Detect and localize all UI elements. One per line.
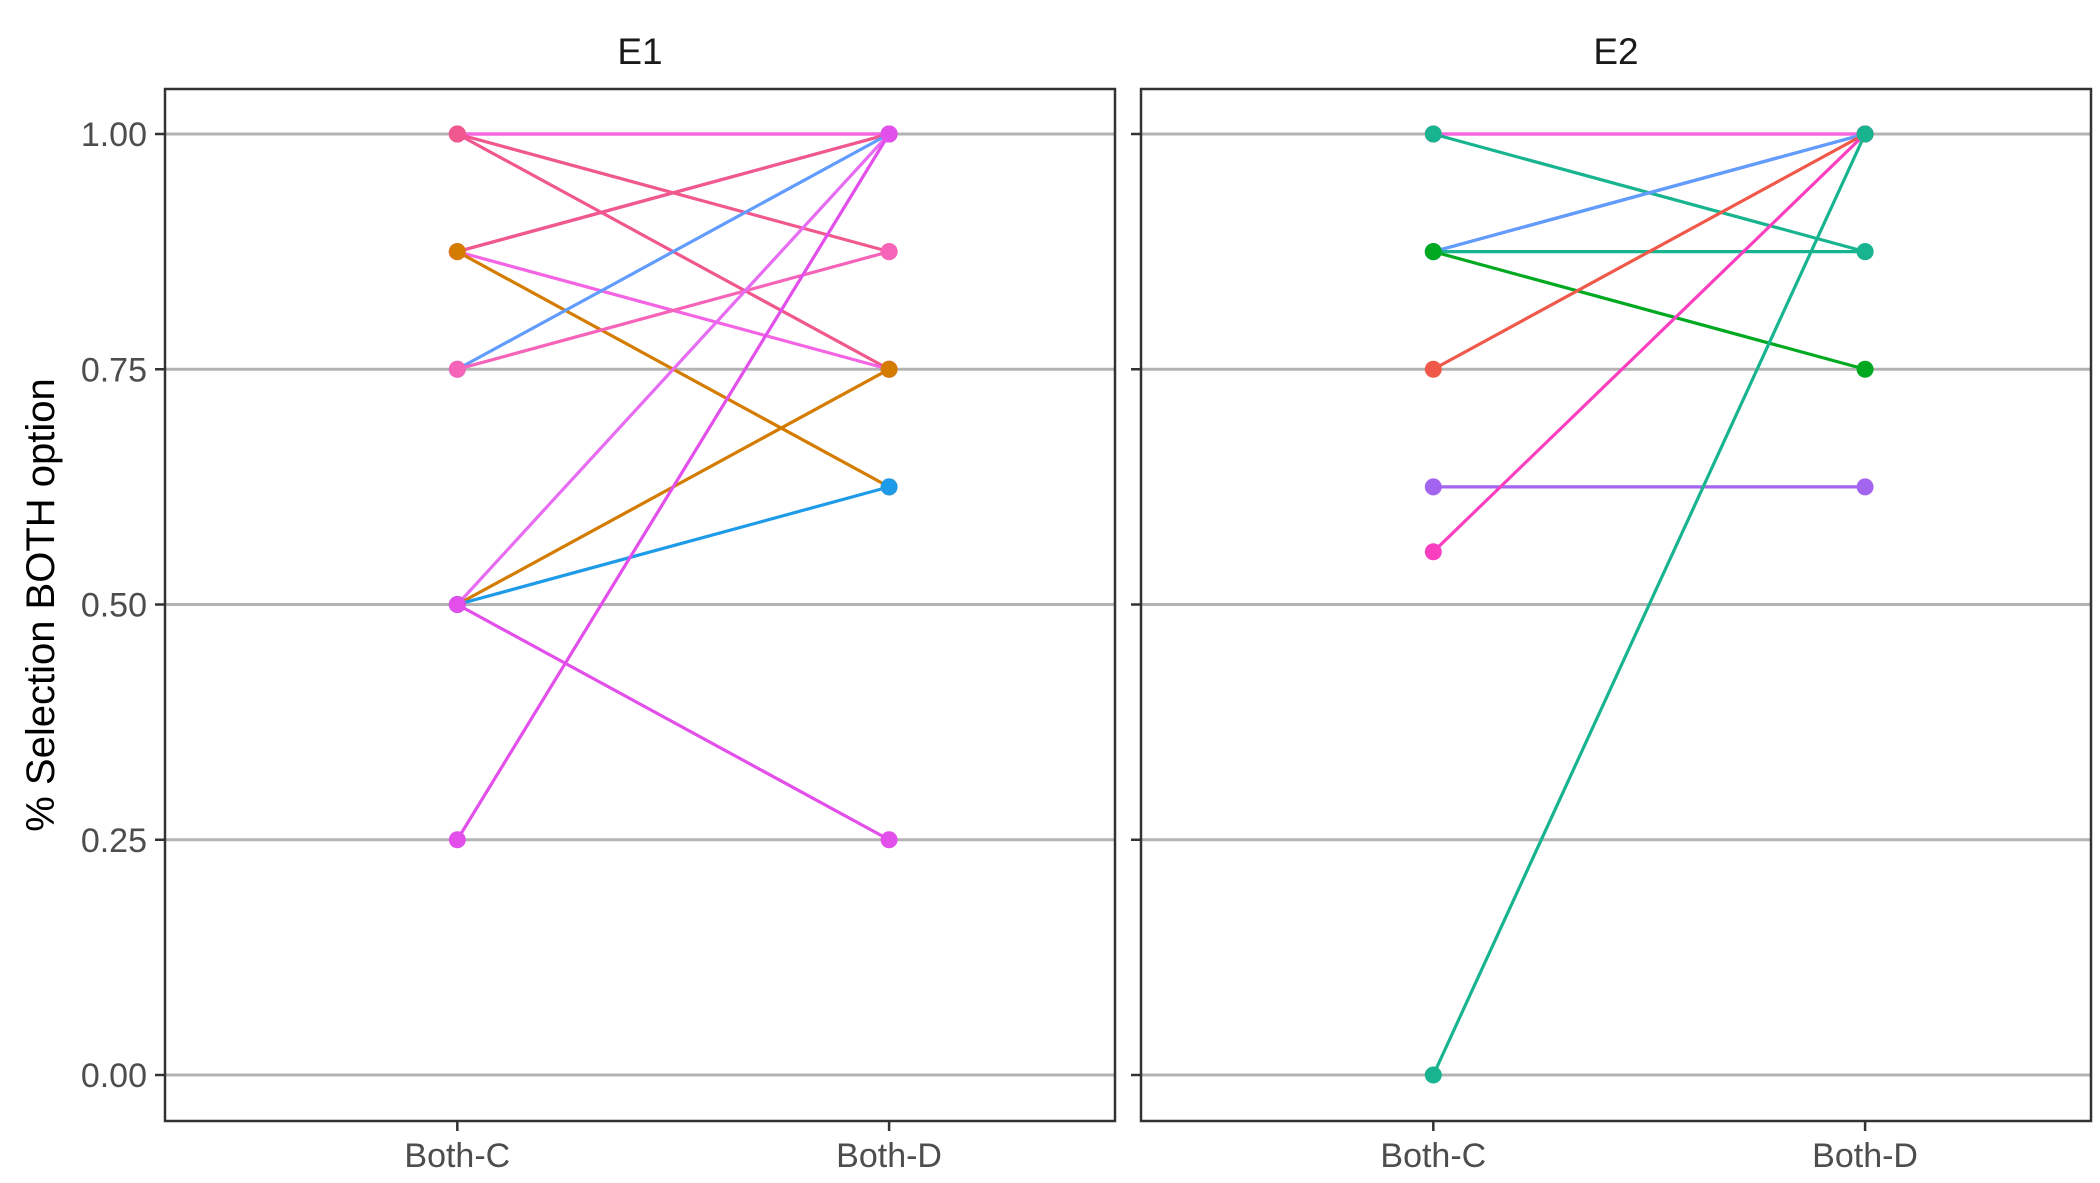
- data-point: [880, 478, 898, 496]
- series-line: [1432, 132, 1866, 254]
- data-point: [1424, 1066, 1442, 1084]
- panel-title: E2: [1593, 31, 1638, 72]
- series-line: [1432, 250, 1866, 371]
- data-point: [1424, 478, 1442, 496]
- series-line: [456, 132, 891, 606]
- data-point: [448, 125, 466, 143]
- data-point: [880, 360, 898, 378]
- data-point: [448, 243, 466, 261]
- panel-e2: E2 Both-C Both-D: [1131, 31, 2093, 1175]
- series-line: [456, 250, 890, 371]
- data-point: [1424, 360, 1442, 378]
- y-tick-label: 0.50: [81, 587, 147, 625]
- y-tick-label: 0.75: [81, 351, 147, 389]
- data-point: [448, 596, 466, 613]
- data-point: [448, 831, 466, 849]
- series-line: [456, 485, 890, 607]
- data-point: [1424, 543, 1442, 561]
- series-line: [456, 603, 890, 842]
- panel-frame: [163, 87, 1117, 1123]
- series-line: [1432, 132, 1867, 553]
- data-point: [448, 360, 466, 378]
- data-point: [1424, 125, 1442, 143]
- series-line: [1432, 132, 1866, 371]
- data-point: [880, 831, 898, 849]
- y-tick-label: 0.25: [81, 822, 147, 860]
- panel-frame: [1139, 87, 2093, 1123]
- series-line: [456, 132, 890, 371]
- x-tick-label: Both-D: [1812, 1137, 1918, 1175]
- data-point: [1424, 243, 1442, 261]
- data-point: [1856, 125, 1874, 143]
- x-tick-label: Both-D: [836, 1137, 942, 1175]
- x-tick-label: Both-C: [1380, 1137, 1486, 1175]
- data-point: [1856, 360, 1874, 378]
- data-point: [880, 243, 898, 261]
- x-tick-label: Both-C: [404, 1137, 510, 1175]
- y-tick-label: 0.00: [81, 1057, 147, 1095]
- y-tick-label: 1.00: [81, 116, 147, 154]
- y-axis-label: % Selection BOTH option: [19, 378, 63, 832]
- data-point: [1856, 243, 1874, 261]
- panel-e1: E1 0.00 0.25 0.50 0.75 1.00 Both-C Both-D: [81, 31, 1117, 1175]
- data-point: [1856, 478, 1874, 496]
- panels: E1 0.00 0.25 0.50 0.75 1.00 Both-C Both-D E2 Both…: [81, 31, 2093, 1175]
- series-line: [1431, 133, 1867, 1076]
- panel-title: E1: [617, 31, 662, 72]
- series-line: [455, 133, 891, 841]
- series-line: [456, 132, 890, 254]
- data-point: [880, 125, 898, 143]
